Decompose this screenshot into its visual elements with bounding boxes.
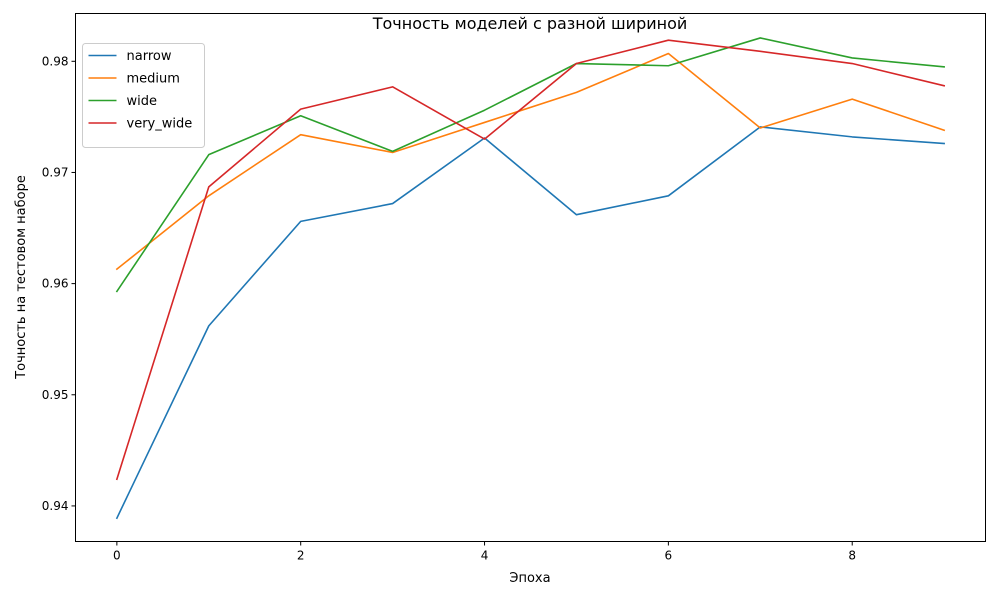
x-axis: 0 2 4 6 8 — [113, 541, 856, 563]
x-axis-label: Эпоха — [509, 571, 550, 586]
plot-area — [115, 37, 946, 520]
x-tick-label: 8 — [848, 549, 856, 563]
legend: narrow medium wide very_wide — [82, 43, 205, 148]
y-tick-label: 0.97 — [42, 165, 69, 179]
y-tick-label: 0.95 — [42, 388, 69, 402]
chart-title: Точность моделей с разной шириной — [372, 14, 688, 33]
x-tick-label: 0 — [113, 549, 121, 563]
plot-frame — [75, 13, 986, 542]
series-line-very_wide — [115, 39, 946, 481]
y-axis-label: Точность на тестовом наборе — [14, 175, 29, 380]
series-line-medium — [115, 52, 946, 271]
x-tick-label: 4 — [481, 549, 489, 563]
legend-label-wide: wide — [127, 94, 158, 109]
legend-label-narrow: narrow — [127, 49, 172, 64]
y-tick-label: 0.94 — [42, 499, 69, 513]
legend-box — [82, 43, 205, 148]
series-line-narrow — [115, 126, 945, 520]
y-tick-label: 0.96 — [42, 277, 69, 291]
y-axis: 0.94 0.95 0.96 0.97 0.98 — [42, 54, 76, 513]
legend-label-very_wide: very_wide — [127, 117, 193, 132]
legend-label-medium: medium — [127, 72, 180, 87]
series-line-wide — [115, 37, 946, 293]
x-tick-label: 6 — [665, 549, 673, 563]
y-tick-label: 0.98 — [42, 54, 69, 68]
x-tick-label: 2 — [297, 549, 305, 563]
